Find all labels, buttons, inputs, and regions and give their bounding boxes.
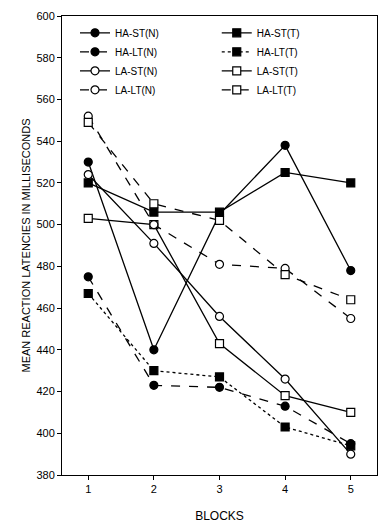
svg-text:440: 440 (36, 344, 54, 356)
svg-text:520: 520 (36, 177, 54, 189)
svg-text:LA-LT(N): LA-LT(N) (115, 85, 155, 96)
svg-text:HA-LT(N): HA-LT(N) (115, 47, 157, 58)
svg-text:HA-ST(N): HA-ST(N) (115, 28, 159, 39)
svg-text:2: 2 (151, 483, 157, 495)
svg-text:HA-ST(T): HA-ST(T) (257, 28, 300, 39)
svg-text:540: 540 (36, 135, 54, 147)
svg-text:600: 600 (36, 10, 54, 22)
svg-text:5: 5 (348, 483, 354, 495)
svg-text:4: 4 (282, 483, 288, 495)
svg-text:BLOCKS: BLOCKS (195, 509, 244, 523)
svg-text:LA-LT(T): LA-LT(T) (257, 85, 296, 96)
svg-text:LA-ST(N): LA-ST(N) (115, 66, 157, 77)
svg-text:1: 1 (85, 483, 91, 495)
svg-text:500: 500 (36, 218, 54, 230)
svg-text:LA-ST(T): LA-ST(T) (257, 66, 298, 77)
svg-text:MEAN REACTION LATENCIES IN MIL: MEAN REACTION LATENCIES IN MILLISECONDS (20, 118, 32, 372)
svg-text:480: 480 (36, 260, 54, 272)
svg-text:400: 400 (36, 427, 54, 439)
svg-text:580: 580 (36, 52, 54, 64)
svg-text:3: 3 (216, 483, 222, 495)
svg-text:420: 420 (36, 385, 54, 397)
svg-text:560: 560 (36, 93, 54, 105)
svg-text:460: 460 (36, 302, 54, 314)
svg-text:380: 380 (36, 469, 54, 481)
svg-text:HA-LT(T): HA-LT(T) (257, 47, 298, 58)
